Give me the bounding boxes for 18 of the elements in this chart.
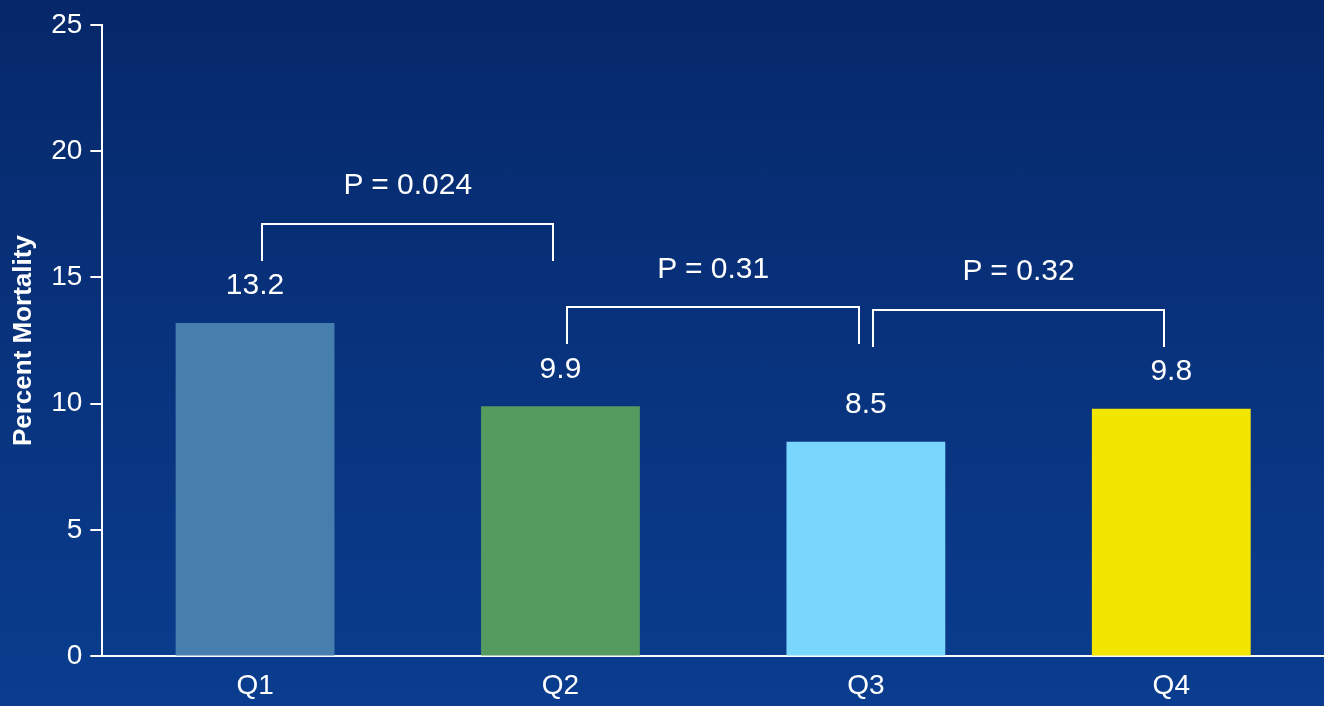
annotation: P = 0.024 bbox=[343, 167, 473, 201]
y-tick-label: 5 bbox=[66, 512, 83, 544]
data-label: 13.2 bbox=[225, 267, 285, 301]
x-tick-label: Q1 bbox=[236, 668, 274, 700]
annotation: P = 0.32 bbox=[962, 253, 1075, 287]
x-tick-label: Q2 bbox=[541, 668, 580, 700]
x-tick-label: Q4 bbox=[1152, 668, 1190, 700]
x-tick-label: Q3 bbox=[847, 668, 885, 700]
data-label: 9.9 bbox=[539, 350, 582, 384]
y-tick-label: 0 bbox=[66, 639, 83, 671]
annotation: P = 0.31 bbox=[657, 250, 770, 284]
y-tick-label: 15 bbox=[51, 260, 83, 292]
y-tick-label: 10 bbox=[51, 386, 83, 418]
data-label: 8.5 bbox=[845, 385, 887, 419]
y-axis-title: Percent Mortality bbox=[6, 234, 37, 447]
data-label: 9.8 bbox=[1150, 353, 1193, 387]
y-tick-label: 25 bbox=[51, 7, 83, 39]
y-tick-label: 20 bbox=[51, 133, 83, 165]
